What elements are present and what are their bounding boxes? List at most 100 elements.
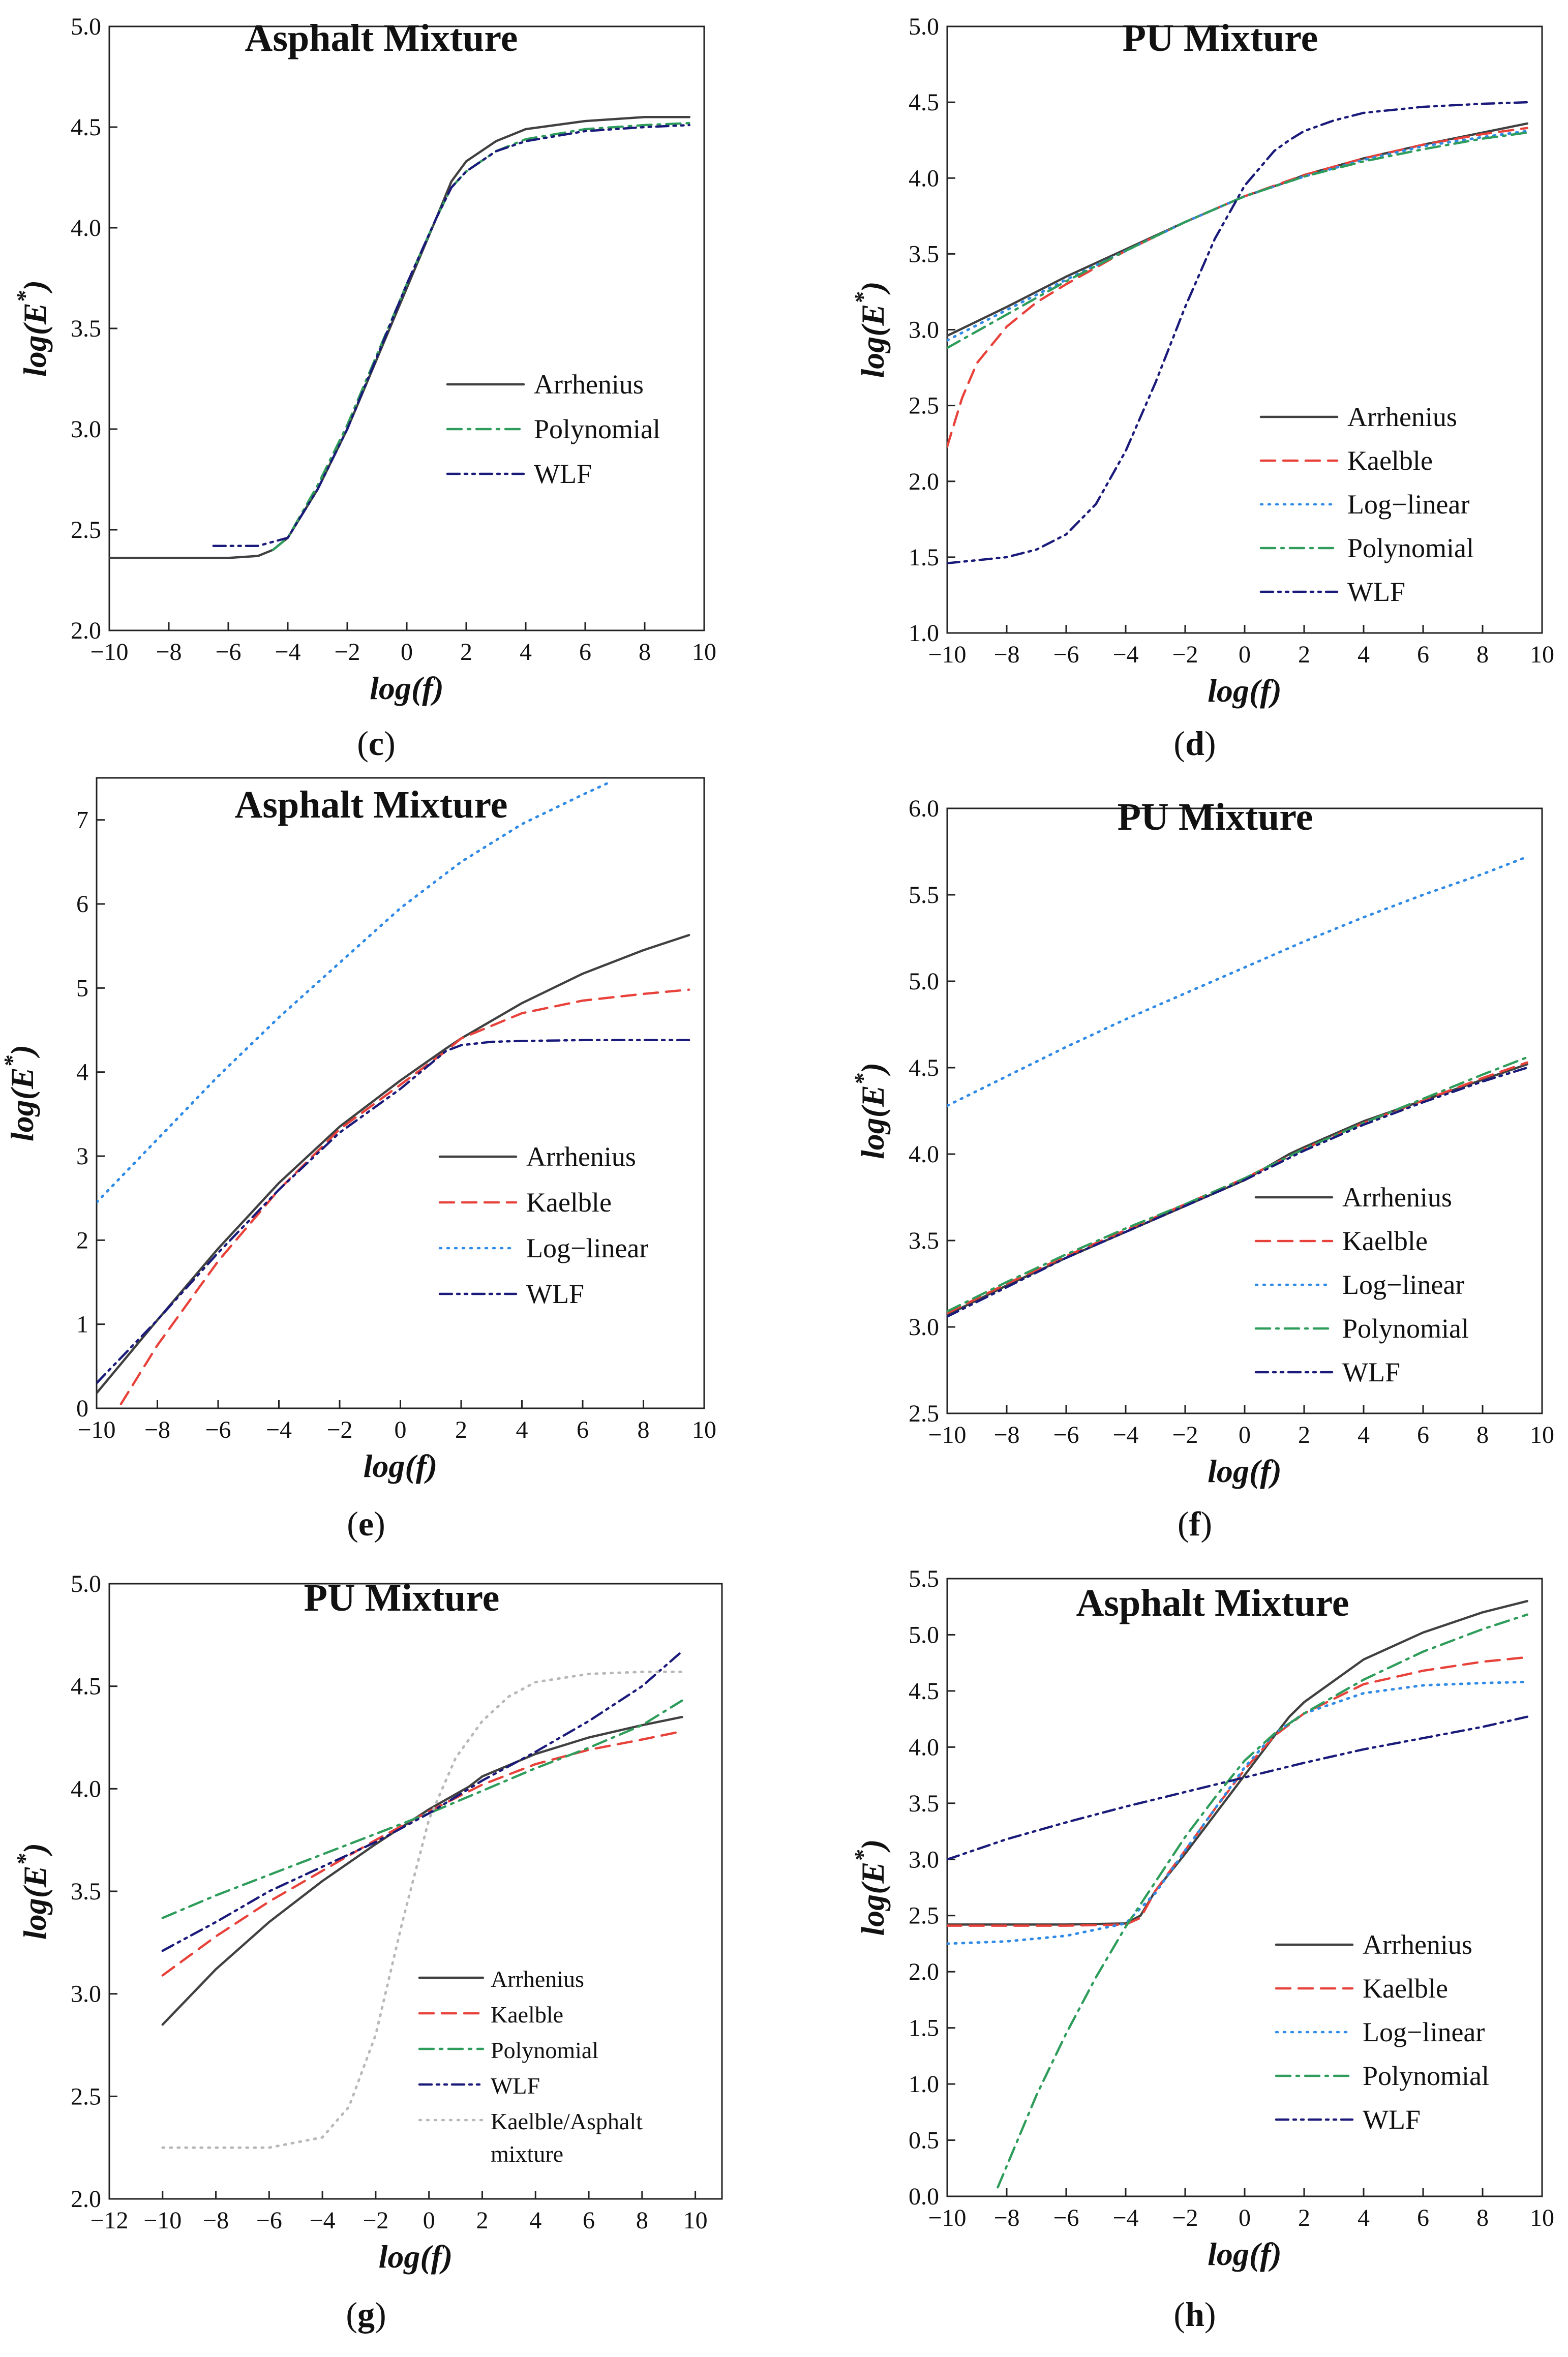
legend-label: WLF [1342, 1357, 1400, 1387]
x-tick-label: −12 [90, 2207, 128, 2234]
y-tick-label: 4.5 [71, 1673, 101, 1700]
legend-label: Polynomial [1342, 1313, 1469, 1344]
legend: Arrhenius Kaelble Log−linear Polynomial WLF [1275, 1929, 1489, 2135]
y-tick-label: 2 [76, 1227, 88, 1254]
x-tick-label: −2 [326, 1416, 352, 1443]
x-tick-label: −4 [1112, 2204, 1138, 2231]
y-tick-label: 0.5 [909, 2127, 939, 2154]
y-tick-label: 1 [76, 1311, 88, 1338]
x-tick-label: 2 [1298, 1422, 1310, 1448]
y-tick-label: 6.0 [909, 795, 939, 822]
x-tick-label: 4 [529, 2207, 541, 2234]
series-line-kaelble [947, 127, 1529, 448]
x-tick-label: 6 [1417, 1422, 1429, 1448]
x-tick-label: 0 [423, 2207, 435, 2234]
series-line-arrhenius [947, 1599, 1529, 1926]
y-axis-label: log(E*) [12, 280, 53, 377]
x-tick-label: −4 [310, 2207, 336, 2234]
x-axis-label: log(f) [370, 670, 444, 706]
legend-label: Log−linear [1363, 2017, 1485, 2047]
x-tick-label: −6 [1053, 2204, 1079, 2231]
y-tick-label: 2.5 [909, 1902, 939, 1929]
x-axis-label: log(f) [1208, 2236, 1282, 2272]
series-line-arrhenius [109, 115, 691, 559]
x-tick-label: 10 [1530, 2204, 1554, 2231]
panel-label: (h) [1173, 2295, 1216, 2334]
series-line-wlf [947, 1066, 1529, 1318]
y-tick-label: 1.0 [909, 620, 939, 647]
y-tick-label: 3.5 [909, 1227, 939, 1254]
y-tick-label: 1.5 [909, 2015, 939, 2042]
chart-panel-h: −10 −8 −6 −4 −2 0 2 4 6 8 10 0.0 0.5 1.0 1.5 2.0 2.5 3.0 3… [850, 1565, 1554, 2334]
chart-panel-c: −10 −8 −6 −4 −2 0 2 4 6 8 10 2.0 2.5 3.0 3.5 4.0 4.5 5.0 A… [12, 13, 716, 763]
legend: Arrhenius Kaelble Polynomial WLF Kaelble/Asp… [418, 1966, 643, 2167]
x-tick-label: 8 [636, 2207, 648, 2234]
legend-label: Arrhenius [491, 1966, 584, 1992]
y-tick-label: 5.0 [909, 13, 939, 40]
x-axis-label: log(f) [1208, 673, 1282, 709]
series-line-log-linear [947, 130, 1529, 342]
y-tick-label: 0 [76, 1395, 88, 1422]
y-tick-label: 3 [76, 1143, 88, 1170]
x-tick-label: −10 [928, 1422, 966, 1448]
chart-panel-e: −10 −8 −6 −4 −2 0 2 4 6 8 10 0 1 2 3 4 5 6 7 Asphalt Mixtur… [0, 777, 716, 1543]
x-tick-label: 6 [579, 639, 591, 666]
y-axis-label: log(E*) [0, 1045, 40, 1141]
y-tick-label: 2.0 [71, 2186, 101, 2213]
y-tick-label: 6 [76, 891, 88, 918]
y-tick-label: 2.5 [909, 392, 939, 419]
series-line-wlf [947, 101, 1529, 565]
y-tick-label: 3.5 [71, 1878, 101, 1905]
x-tick-label: −2 [1172, 2204, 1198, 2231]
chart-title: PU Mixture [1123, 17, 1318, 59]
x-tick-label: −10 [928, 641, 966, 668]
x-tick-label: −2 [1172, 1422, 1198, 1448]
series-line-kaelble [947, 1656, 1529, 1927]
legend-label: Polynomial [491, 2037, 598, 2063]
x-tick-label: 0 [401, 639, 413, 666]
y-tick-label: 3.0 [909, 1846, 939, 1873]
x-tick-label: −8 [993, 1422, 1019, 1448]
y-tick-label: 5.0 [909, 968, 939, 995]
plot-frame-g [108, 1583, 723, 2200]
y-axis-label: log(E*) [850, 1063, 891, 1159]
legend-label: Arrhenius [1347, 402, 1457, 432]
legend-label: Kaelble [526, 1187, 612, 1218]
y-tick-label: 5.0 [71, 1570, 101, 1597]
chart-panel-f: −10 −8 −6 −4 −2 0 2 4 6 8 10 2.5 3.0 3.5 4.0 4.5 5.0 5.5 6… [850, 795, 1554, 1543]
chart-title: PU Mixture [1118, 796, 1313, 838]
x-tick-label: −10 [928, 2204, 966, 2231]
y-tick-label: 3.5 [909, 240, 939, 267]
y-axis-label: log(E*) [12, 1843, 53, 1940]
y-tick-label: 5.0 [71, 13, 101, 40]
x-tick-label: 2 [1298, 641, 1310, 668]
chart-title: Asphalt Mixture [245, 17, 518, 59]
series-line-polynomial [947, 131, 1529, 349]
y-tick-label: 0.0 [909, 2183, 939, 2210]
y-tick-label: 1.5 [909, 544, 939, 571]
plot-frame-c [108, 25, 705, 631]
legend-label: WLF [491, 2073, 540, 2099]
series-line-arrhenius [161, 1715, 683, 2026]
y-tick-label: 3.0 [71, 416, 101, 443]
panel-label: (g) [346, 2295, 386, 2334]
x-tick-label: −6 [215, 639, 241, 666]
y-tick-label: 4.0 [71, 1775, 101, 1802]
y-axis-label: log(E*) [850, 281, 891, 378]
series-line-polynomial [272, 122, 691, 551]
y-tick-label: 3.0 [909, 1314, 939, 1341]
y-tick-label: 5.5 [909, 1565, 939, 1592]
x-axis-label: log(f) [1208, 1453, 1282, 1489]
x-tick-label: −8 [993, 2204, 1019, 2231]
x-tick-label: 0 [395, 1416, 407, 1443]
y-tick-label: 4.0 [909, 165, 939, 192]
series-line-polynomial [997, 1613, 1529, 2189]
y-axis-label: log(E*) [850, 1839, 891, 1936]
x-tick-label: 8 [1476, 641, 1489, 668]
legend-label: WLF [1347, 577, 1405, 607]
legend-label: Polynomial [534, 414, 660, 444]
legend-label: Log−linear [1347, 489, 1469, 520]
y-tick-label: 3.5 [909, 1790, 939, 1817]
y-tick-label: 1.0 [909, 2071, 939, 2098]
x-tick-label: 10 [692, 639, 716, 666]
